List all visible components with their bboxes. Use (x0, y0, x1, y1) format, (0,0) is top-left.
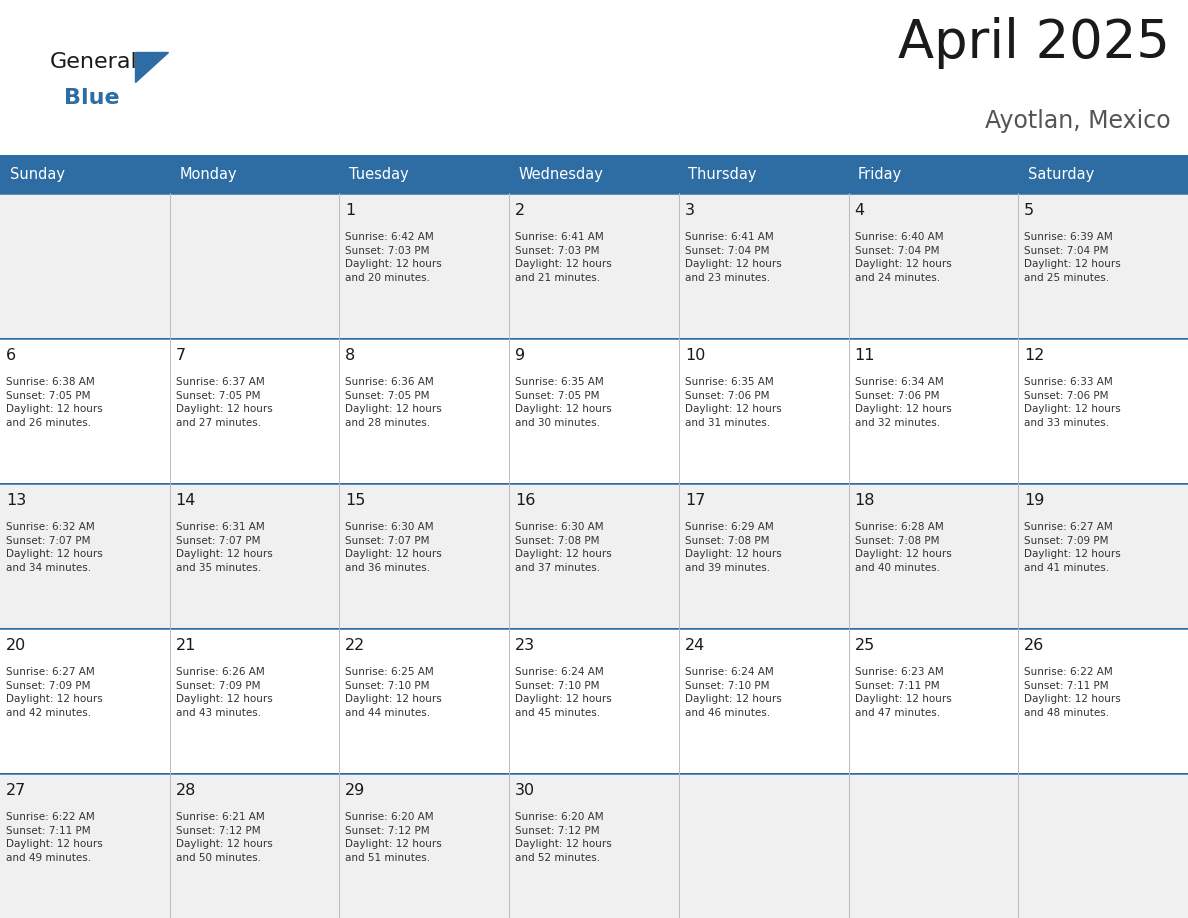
Text: Sunrise: 6:33 AM
Sunset: 7:06 PM
Daylight: 12 hours
and 33 minutes.: Sunrise: 6:33 AM Sunset: 7:06 PM Dayligh… (1024, 377, 1121, 428)
Text: 30: 30 (516, 783, 536, 798)
Text: Sunrise: 6:35 AM
Sunset: 7:05 PM
Daylight: 12 hours
and 30 minutes.: Sunrise: 6:35 AM Sunset: 7:05 PM Dayligh… (516, 377, 612, 428)
Text: Sunrise: 6:22 AM
Sunset: 7:11 PM
Daylight: 12 hours
and 49 minutes.: Sunrise: 6:22 AM Sunset: 7:11 PM Dayligh… (6, 812, 102, 863)
Text: Sunrise: 6:20 AM
Sunset: 7:12 PM
Daylight: 12 hours
and 52 minutes.: Sunrise: 6:20 AM Sunset: 7:12 PM Dayligh… (516, 812, 612, 863)
Text: 25: 25 (854, 638, 874, 653)
Text: Sunrise: 6:42 AM
Sunset: 7:03 PM
Daylight: 12 hours
and 20 minutes.: Sunrise: 6:42 AM Sunset: 7:03 PM Dayligh… (346, 232, 442, 283)
Text: Sunrise: 6:34 AM
Sunset: 7:06 PM
Daylight: 12 hours
and 32 minutes.: Sunrise: 6:34 AM Sunset: 7:06 PM Dayligh… (854, 377, 952, 428)
Text: 14: 14 (176, 493, 196, 509)
Text: Sunrise: 6:40 AM
Sunset: 7:04 PM
Daylight: 12 hours
and 24 minutes.: Sunrise: 6:40 AM Sunset: 7:04 PM Dayligh… (854, 232, 952, 283)
Text: Sunrise: 6:31 AM
Sunset: 7:07 PM
Daylight: 12 hours
and 35 minutes.: Sunrise: 6:31 AM Sunset: 7:07 PM Dayligh… (176, 522, 272, 573)
Text: Blue: Blue (64, 88, 120, 108)
Text: General: General (50, 52, 138, 72)
Text: Thursday: Thursday (688, 166, 757, 182)
Text: Friday: Friday (858, 166, 903, 182)
Text: Sunrise: 6:39 AM
Sunset: 7:04 PM
Daylight: 12 hours
and 25 minutes.: Sunrise: 6:39 AM Sunset: 7:04 PM Dayligh… (1024, 232, 1121, 283)
Polygon shape (135, 52, 168, 82)
Text: Sunrise: 6:30 AM
Sunset: 7:08 PM
Daylight: 12 hours
and 37 minutes.: Sunrise: 6:30 AM Sunset: 7:08 PM Dayligh… (516, 522, 612, 573)
Text: Sunrise: 6:24 AM
Sunset: 7:10 PM
Daylight: 12 hours
and 46 minutes.: Sunrise: 6:24 AM Sunset: 7:10 PM Dayligh… (684, 667, 782, 718)
Text: Tuesday: Tuesday (349, 166, 409, 182)
Text: Sunrise: 6:24 AM
Sunset: 7:10 PM
Daylight: 12 hours
and 45 minutes.: Sunrise: 6:24 AM Sunset: 7:10 PM Dayligh… (516, 667, 612, 718)
Text: Wednesday: Wednesday (519, 166, 604, 182)
Text: 2: 2 (516, 203, 525, 218)
Text: 5: 5 (1024, 203, 1035, 218)
Text: 20: 20 (6, 638, 26, 653)
Text: 26: 26 (1024, 638, 1044, 653)
Text: 29: 29 (346, 783, 366, 798)
Text: 19: 19 (1024, 493, 1044, 509)
Text: 4: 4 (854, 203, 865, 218)
Text: Sunrise: 6:20 AM
Sunset: 7:12 PM
Daylight: 12 hours
and 51 minutes.: Sunrise: 6:20 AM Sunset: 7:12 PM Dayligh… (346, 812, 442, 863)
Text: 3: 3 (684, 203, 695, 218)
Text: Sunrise: 6:29 AM
Sunset: 7:08 PM
Daylight: 12 hours
and 39 minutes.: Sunrise: 6:29 AM Sunset: 7:08 PM Dayligh… (684, 522, 782, 573)
Text: 17: 17 (684, 493, 706, 509)
Text: Sunrise: 6:35 AM
Sunset: 7:06 PM
Daylight: 12 hours
and 31 minutes.: Sunrise: 6:35 AM Sunset: 7:06 PM Dayligh… (684, 377, 782, 428)
Text: April 2025: April 2025 (898, 17, 1170, 70)
Text: 11: 11 (854, 348, 876, 364)
Text: Sunrise: 6:38 AM
Sunset: 7:05 PM
Daylight: 12 hours
and 26 minutes.: Sunrise: 6:38 AM Sunset: 7:05 PM Dayligh… (6, 377, 102, 428)
Text: Ayotlan, Mexico: Ayotlan, Mexico (985, 109, 1170, 133)
Text: 6: 6 (6, 348, 17, 364)
Text: Sunrise: 6:23 AM
Sunset: 7:11 PM
Daylight: 12 hours
and 47 minutes.: Sunrise: 6:23 AM Sunset: 7:11 PM Dayligh… (854, 667, 952, 718)
Text: 12: 12 (1024, 348, 1044, 364)
Text: Sunrise: 6:22 AM
Sunset: 7:11 PM
Daylight: 12 hours
and 48 minutes.: Sunrise: 6:22 AM Sunset: 7:11 PM Dayligh… (1024, 667, 1121, 718)
Text: 10: 10 (684, 348, 706, 364)
Text: 23: 23 (516, 638, 536, 653)
Text: Sunrise: 6:27 AM
Sunset: 7:09 PM
Daylight: 12 hours
and 42 minutes.: Sunrise: 6:27 AM Sunset: 7:09 PM Dayligh… (6, 667, 102, 718)
Text: 13: 13 (6, 493, 26, 509)
Text: 22: 22 (346, 638, 366, 653)
Text: 18: 18 (854, 493, 876, 509)
Text: 21: 21 (176, 638, 196, 653)
Text: 27: 27 (6, 783, 26, 798)
Text: 28: 28 (176, 783, 196, 798)
Text: 1: 1 (346, 203, 355, 218)
Text: Sunrise: 6:27 AM
Sunset: 7:09 PM
Daylight: 12 hours
and 41 minutes.: Sunrise: 6:27 AM Sunset: 7:09 PM Dayligh… (1024, 522, 1121, 573)
Text: Sunrise: 6:36 AM
Sunset: 7:05 PM
Daylight: 12 hours
and 28 minutes.: Sunrise: 6:36 AM Sunset: 7:05 PM Dayligh… (346, 377, 442, 428)
Text: Sunrise: 6:32 AM
Sunset: 7:07 PM
Daylight: 12 hours
and 34 minutes.: Sunrise: 6:32 AM Sunset: 7:07 PM Dayligh… (6, 522, 102, 573)
Text: Sunrise: 6:26 AM
Sunset: 7:09 PM
Daylight: 12 hours
and 43 minutes.: Sunrise: 6:26 AM Sunset: 7:09 PM Dayligh… (176, 667, 272, 718)
Text: 9: 9 (516, 348, 525, 364)
Text: Sunrise: 6:30 AM
Sunset: 7:07 PM
Daylight: 12 hours
and 36 minutes.: Sunrise: 6:30 AM Sunset: 7:07 PM Dayligh… (346, 522, 442, 573)
Text: Sunrise: 6:25 AM
Sunset: 7:10 PM
Daylight: 12 hours
and 44 minutes.: Sunrise: 6:25 AM Sunset: 7:10 PM Dayligh… (346, 667, 442, 718)
Text: 8: 8 (346, 348, 355, 364)
Text: Sunrise: 6:21 AM
Sunset: 7:12 PM
Daylight: 12 hours
and 50 minutes.: Sunrise: 6:21 AM Sunset: 7:12 PM Dayligh… (176, 812, 272, 863)
Text: 24: 24 (684, 638, 704, 653)
Text: Monday: Monday (179, 166, 236, 182)
Text: Sunrise: 6:41 AM
Sunset: 7:04 PM
Daylight: 12 hours
and 23 minutes.: Sunrise: 6:41 AM Sunset: 7:04 PM Dayligh… (684, 232, 782, 283)
Text: Sunday: Sunday (10, 166, 64, 182)
Text: 15: 15 (346, 493, 366, 509)
Text: Sunrise: 6:28 AM
Sunset: 7:08 PM
Daylight: 12 hours
and 40 minutes.: Sunrise: 6:28 AM Sunset: 7:08 PM Dayligh… (854, 522, 952, 573)
Text: 16: 16 (516, 493, 536, 509)
Text: Sunrise: 6:37 AM
Sunset: 7:05 PM
Daylight: 12 hours
and 27 minutes.: Sunrise: 6:37 AM Sunset: 7:05 PM Dayligh… (176, 377, 272, 428)
Text: Saturday: Saturday (1028, 166, 1094, 182)
Text: 7: 7 (176, 348, 185, 364)
Text: Sunrise: 6:41 AM
Sunset: 7:03 PM
Daylight: 12 hours
and 21 minutes.: Sunrise: 6:41 AM Sunset: 7:03 PM Dayligh… (516, 232, 612, 283)
